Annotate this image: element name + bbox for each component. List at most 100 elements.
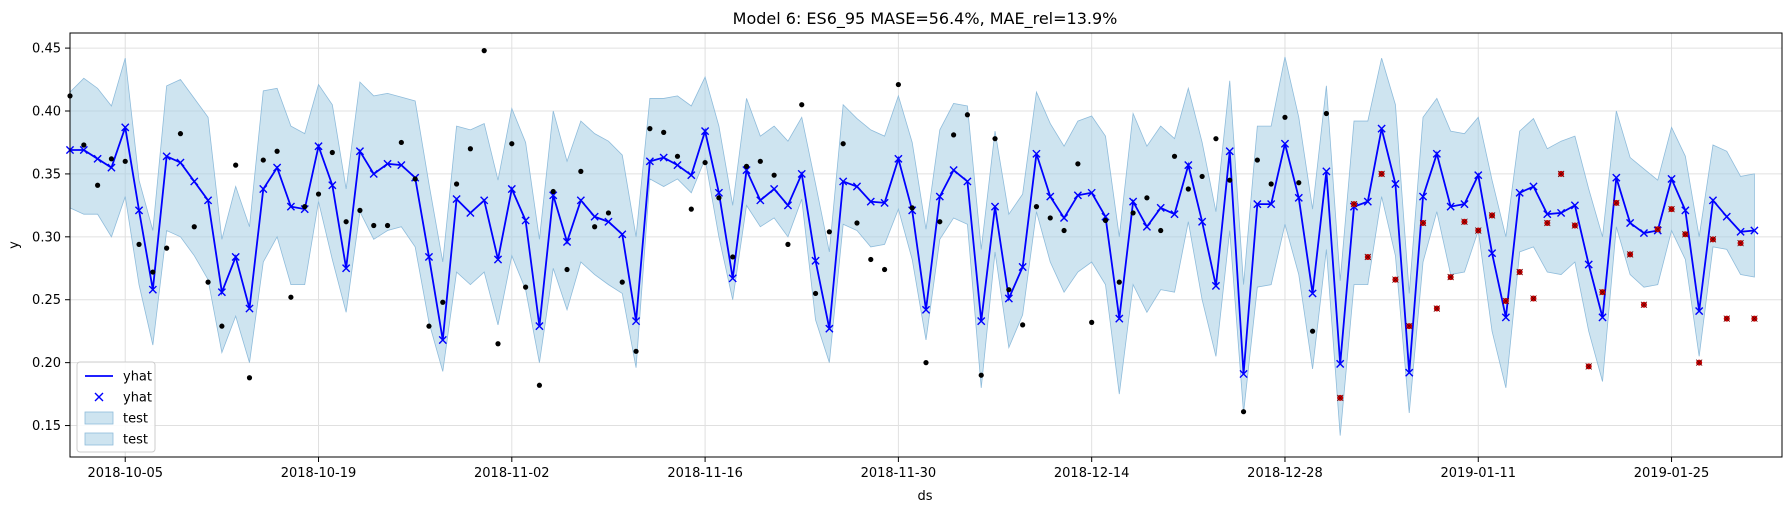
yhat-marker: [770, 184, 779, 194]
yhat-marker: [797, 169, 806, 179]
train-point: [95, 182, 101, 188]
yhat-marker: [1046, 192, 1055, 201]
train-point: [274, 148, 280, 154]
yhat-marker: [1225, 147, 1234, 156]
yhat-marker: [383, 159, 392, 168]
train-point: [1158, 227, 1164, 234]
yhat-marker: [1584, 260, 1593, 269]
yhat-marker: [825, 324, 834, 333]
yhat-marker: [728, 274, 737, 283]
test-point-cross: [1751, 315, 1758, 322]
train-point: [799, 102, 805, 108]
train-point: [108, 156, 115, 162]
yhat-marker: [1626, 218, 1635, 228]
train-point: [743, 163, 750, 169]
yhat-marker: [245, 304, 254, 313]
yhat-marker: [1612, 173, 1621, 182]
yhat-marker: [355, 147, 365, 156]
yhat-marker: [1018, 262, 1027, 272]
confidence-band-area: [69, 56, 1755, 436]
test-point-cross: [1502, 297, 1510, 305]
yhat-marker: [701, 127, 710, 136]
yhat-marker: [1198, 217, 1207, 226]
train-point: [1171, 153, 1178, 159]
train-point: [647, 126, 653, 132]
test-point-cross: [1599, 288, 1606, 296]
yhat-marker: [1059, 213, 1069, 223]
train-point: [1309, 328, 1316, 334]
train-point: [495, 341, 501, 347]
train-point: [509, 141, 515, 147]
yhat-marker: [562, 237, 572, 246]
train-point: [1240, 409, 1247, 415]
test-point-cross: [1737, 239, 1744, 247]
train-point: [191, 224, 197, 230]
legend-band-swatch: [84, 411, 114, 425]
train-point: [978, 372, 984, 378]
test-point-cross: [1461, 218, 1468, 226]
yhat-marker: [1115, 314, 1124, 323]
train-point: [1020, 322, 1026, 328]
test-point-cross: [1613, 199, 1620, 207]
train-point: [923, 360, 929, 366]
train-point: [716, 195, 722, 201]
train-point: [812, 290, 819, 297]
test-point-cross: [1530, 295, 1537, 302]
train-point: [619, 279, 625, 285]
yhat-marker: [756, 196, 765, 205]
test-point-cross: [1571, 222, 1579, 229]
yhat-marker: [1142, 222, 1151, 231]
yhat-marker: [1253, 200, 1262, 209]
yhat-marker: [1750, 226, 1759, 235]
legend: yhat yhat test test: [76, 361, 156, 453]
yhat-marker: [949, 166, 958, 175]
yhat-marker: [1073, 191, 1082, 200]
yhat-marker: [273, 163, 282, 172]
yhat-marker: [438, 335, 447, 345]
train-point: [233, 162, 239, 168]
yhat-marker: [369, 169, 378, 179]
train-point: [371, 222, 377, 229]
yhat-marker: [1708, 196, 1718, 205]
legend-label: yhat: [123, 370, 152, 385]
train-point: [164, 245, 170, 251]
train-point: [343, 219, 349, 225]
y-tick-label: 0.15: [32, 419, 61, 434]
legend-label: test: [123, 412, 148, 427]
train-point: [536, 382, 543, 388]
train-point: [1185, 186, 1191, 192]
train-point: [868, 256, 874, 263]
test-point-cross: [1668, 205, 1675, 213]
train-point: [302, 204, 308, 210]
yhat-marker: [1156, 203, 1165, 212]
train-point: [578, 168, 584, 174]
test-point-cross: [1488, 212, 1496, 219]
train-point: [412, 176, 418, 182]
train-point: [205, 279, 211, 285]
train-point: [826, 229, 832, 235]
yhat-marker: [1446, 202, 1455, 211]
yhat-marker: [1570, 201, 1579, 210]
yhat-marker: [1391, 179, 1400, 189]
test-point-cross: [1350, 200, 1358, 208]
train-point: [1047, 215, 1053, 221]
test-point-cross: [1585, 363, 1592, 370]
train-point: [136, 241, 142, 247]
yhat-marker: [1474, 171, 1483, 180]
y-tick-label: 0.30: [32, 230, 61, 245]
train-point: [1144, 195, 1150, 201]
test-point-cross: [1544, 219, 1551, 227]
test-point-cross: [1709, 236, 1717, 243]
yhat-marker: [203, 196, 213, 205]
x-tick-label: 2018-11-02: [474, 466, 550, 481]
x-tick-label: 2018-11-30: [861, 466, 937, 481]
train-point: [964, 112, 971, 118]
chart-title: Model 6: ES6_95 MASE=56.4%, MAE_rel=13.9…: [733, 9, 1118, 29]
train-point: [688, 206, 694, 212]
yhat-marker: [1736, 227, 1745, 236]
legend-label: yhat: [123, 391, 152, 406]
yhat-marker: [1722, 212, 1731, 221]
y-axis-title: y: [7, 241, 22, 249]
yhat-marker: [1598, 313, 1607, 322]
